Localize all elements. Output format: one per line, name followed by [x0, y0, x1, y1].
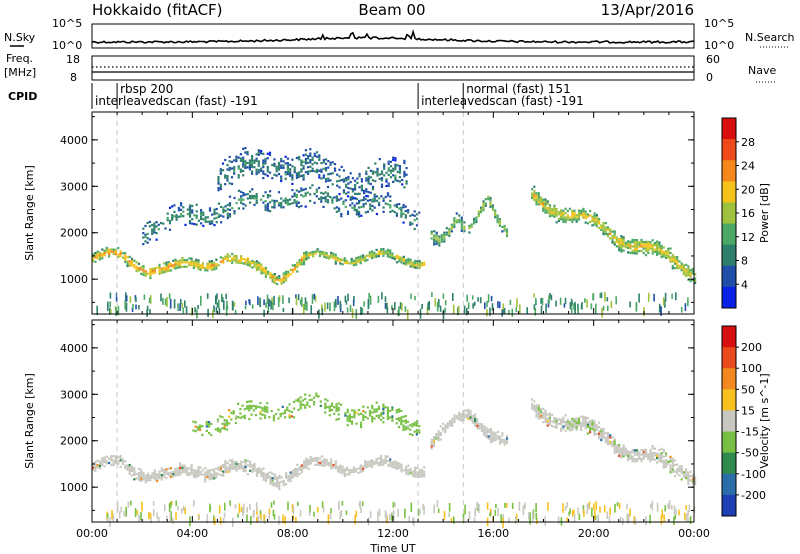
colorbar-tick-label: -15: [741, 426, 759, 439]
echo-cells: [92, 147, 697, 320]
x-tick-label: 16:00: [477, 527, 509, 540]
plot-background: [92, 112, 694, 314]
noise-tick-right-top: 10^5: [704, 17, 734, 30]
y-tick-label: 1000: [60, 273, 88, 286]
noise-tick-right-bottom: 10^0: [704, 39, 734, 52]
noise-tick-left-bottom: 10^0: [52, 39, 82, 52]
nsky-label: N.Sky: [4, 31, 36, 44]
x-tick-label: 00:00: [678, 527, 710, 540]
x-tick-label: 04:00: [176, 527, 208, 540]
y-tick-label: 3000: [60, 180, 88, 193]
colorbar-tick-label: 50: [741, 383, 755, 396]
colorbar-tick-label: 4: [741, 278, 748, 291]
colorbar-tick-label: 24: [741, 160, 755, 173]
cpid-segment-label: normal (fast) 151: [466, 82, 570, 96]
cpid-segment-label: rbsp 200: [120, 82, 173, 96]
beam-title: Beam 00: [358, 1, 425, 19]
noise-trace: [91, 29, 695, 44]
y-tick-label: 1000: [60, 481, 88, 494]
noise-panel: [91, 23, 695, 49]
freq-tick-top: 18: [66, 53, 80, 66]
noise-tick-left-top: 10^5: [52, 17, 82, 30]
velocity-panel: 1000 2000 3000 4000 Slant Range [km] 200 100 50…: [23, 319, 771, 528]
x-tick-label: 12:00: [377, 527, 409, 540]
colorbar-tick-label: -50: [741, 447, 759, 460]
cpid-label: CPID: [8, 90, 37, 103]
y-axis-label: Slant Range [km]: [23, 373, 36, 469]
colorbar-tick-label: 100: [741, 362, 762, 375]
nave-tick-top: 60: [706, 53, 720, 66]
colorbar: 200 100 50 15 -15 -50 -100 -200 Velocity [m s^-1…: [721, 325, 771, 517]
y-tick-label: 2000: [60, 435, 88, 448]
freq-panel: [91, 55, 695, 81]
y-tick-label: 3000: [60, 388, 88, 401]
colorbar-tick-label: 8: [741, 255, 748, 268]
colorbar-label: Power [dB]: [758, 183, 771, 243]
x-tick-label: 20:00: [578, 527, 610, 540]
freq-unit: [MHz]: [4, 66, 36, 79]
colorbar-tick-label: -100: [741, 468, 766, 481]
cpid-segment-label: interleavedscan (fast) -191: [95, 94, 258, 108]
freq-tick-bottom: 8: [70, 71, 77, 84]
x-tick-label: 08:00: [277, 527, 309, 540]
colorbar-label: Velocity [m s^-1]: [758, 373, 771, 468]
colorbar-tick-label: 12: [741, 231, 755, 244]
colorbar-tick-label: 20: [741, 183, 755, 196]
nave-tick-bottom: 0: [706, 71, 713, 84]
cpid-segment-label: interleavedscan (fast) -191: [421, 94, 584, 108]
noise-line: [91, 29, 695, 44]
y-axis-label: Slant Range [km]: [23, 165, 36, 261]
time-axis: 00:00 04:00 08:00 12:00 16:00 20:00 00:00: [76, 527, 710, 540]
date-title: 13/Apr/2016: [601, 1, 694, 19]
colorbar-tick-label: -200: [741, 489, 766, 502]
colorbar-tick-label: 15: [741, 404, 755, 417]
x-tick-label: 00:00: [76, 527, 108, 540]
y-tick-label: 4000: [60, 342, 88, 355]
colorbar-tick-label: 200: [741, 341, 762, 354]
colorbar-tick-label: 28: [741, 136, 755, 149]
colorbar-tick-label: 16: [741, 207, 755, 220]
echo-cells: [92, 392, 697, 528]
nave-label: Nave: [748, 64, 776, 77]
freq-label: Freq.: [6, 52, 33, 65]
colorbar: 4 8 12 16 20 24 28 Power [dB]: [721, 117, 771, 309]
y-tick-label: 2000: [60, 227, 88, 240]
x-axis-label: Time UT: [369, 542, 415, 554]
y-tick-label: 4000: [60, 134, 88, 147]
station-title: Hokkaido (fitACF): [92, 1, 223, 19]
power-panel: 1000 2000 3000 4000 Slant Range [km] 4 8 12 16 20…: [23, 111, 771, 320]
nsearch-label: N.Search: [745, 31, 795, 44]
